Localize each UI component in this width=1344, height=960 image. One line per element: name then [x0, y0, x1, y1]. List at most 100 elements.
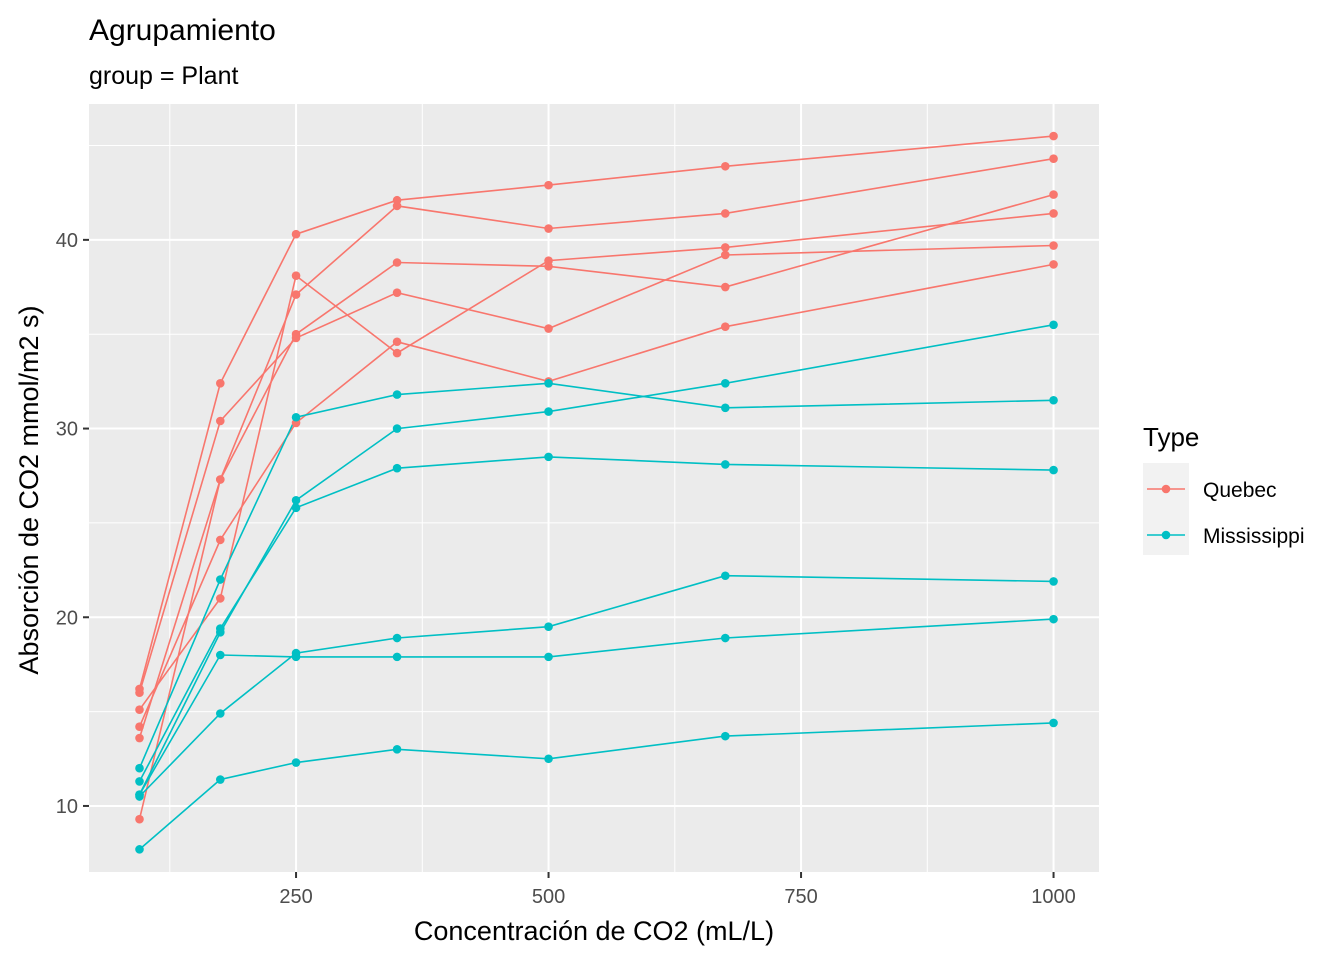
data-point: [216, 775, 225, 784]
data-point: [544, 256, 553, 265]
data-point: [1049, 131, 1058, 141]
legend-label: Mississippi: [1203, 525, 1305, 548]
data-point: [135, 814, 144, 824]
data-point: [392, 348, 402, 358]
data-point: [1049, 465, 1058, 475]
data-point: [216, 416, 225, 426]
data-point: [721, 209, 730, 218]
legend-key-point: [1161, 530, 1171, 540]
legend-label: Quebec: [1203, 479, 1277, 502]
plot-background: [89, 104, 1099, 872]
data-point: [544, 407, 553, 416]
data-point: [392, 652, 402, 662]
data-point: [392, 463, 402, 473]
data-point: [291, 503, 301, 513]
legend-key-background: [1143, 463, 1189, 555]
legend-entries: Quebec Mississippi: [1143, 463, 1305, 555]
data-point: [135, 705, 144, 715]
data-point: [1049, 718, 1058, 728]
data-point: [216, 378, 225, 388]
data-point: [544, 452, 553, 462]
data-point: [721, 282, 730, 292]
y-axis-title: Absorción de CO2 mmol/m2 s): [14, 305, 44, 674]
data-point: [721, 460, 730, 469]
x-tick-label: 1000: [1031, 886, 1076, 908]
y-tick-label: 10: [56, 796, 78, 818]
data-point: [216, 575, 225, 584]
data-point: [1049, 154, 1058, 164]
y-tick-label: 20: [56, 607, 78, 629]
data-point: [544, 652, 553, 662]
major-gridlines: [89, 104, 1099, 872]
data-point: [291, 271, 301, 281]
data-point: [392, 337, 402, 347]
data-point: [135, 733, 144, 743]
data-point: [216, 594, 225, 603]
data-point: [392, 288, 402, 297]
chart-subtitle: group = Plant: [89, 62, 238, 90]
data-point: [135, 845, 144, 854]
y-axis: 10 20 30 40: [56, 230, 89, 818]
data-point: [544, 224, 553, 233]
legend-title: Type: [1143, 422, 1199, 452]
data-point: [392, 195, 402, 205]
data-point: [544, 378, 553, 388]
data-point: [135, 722, 144, 732]
data-point: [721, 243, 730, 252]
data-point: [392, 633, 402, 643]
legend: Type Quebec Mississippi: [1143, 422, 1305, 555]
data-point: [1049, 395, 1058, 405]
data-point: [216, 650, 225, 660]
x-tick-label: 250: [279, 886, 312, 908]
data-point: [291, 412, 301, 422]
legend-key-point: [1161, 484, 1171, 494]
minor-gridlines: [89, 104, 1099, 872]
data-point: [544, 622, 553, 631]
data-point: [216, 535, 225, 545]
x-axis: 250 500 750 1000: [279, 872, 1076, 908]
x-tick-label: 500: [532, 886, 565, 908]
data-point: [291, 229, 301, 239]
y-tick-label: 30: [56, 419, 78, 441]
data-point: [135, 684, 144, 694]
data-point: [1049, 209, 1058, 218]
data-point: [291, 495, 301, 505]
chart-title: Agrupamiento: [89, 14, 276, 47]
data-point: [392, 258, 402, 267]
data-point: [721, 571, 730, 581]
plot-area: [89, 104, 1099, 872]
data-point: [135, 763, 144, 773]
y-tick-label: 40: [56, 230, 78, 252]
data-point: [291, 652, 301, 662]
x-axis-title: Concentración de CO2 (mL/L): [414, 916, 774, 946]
data-point: [392, 390, 402, 399]
series-points: [135, 131, 1058, 854]
data-point: [544, 180, 553, 190]
data-point: [392, 745, 402, 754]
data-point: [1049, 577, 1058, 586]
data-point: [544, 324, 553, 333]
data-point: [721, 322, 730, 331]
data-point: [216, 624, 225, 633]
data-point: [721, 378, 730, 388]
data-point: [1049, 320, 1058, 330]
data-point: [216, 475, 225, 484]
data-point: [721, 250, 730, 260]
data-point: [1049, 241, 1058, 250]
data-point: [544, 754, 553, 764]
data-point: [291, 758, 301, 767]
data-point: [1049, 614, 1058, 624]
data-point: [135, 790, 144, 799]
data-point: [1049, 190, 1058, 199]
data-point: [392, 424, 402, 433]
data-point: [721, 731, 730, 741]
data-point: [135, 777, 144, 786]
data-point: [291, 329, 301, 339]
data-point: [721, 633, 730, 643]
data-point: [1049, 260, 1058, 269]
data-point: [721, 161, 730, 171]
data-point: [291, 290, 301, 299]
data-point: [721, 403, 730, 413]
data-point: [216, 709, 225, 718]
